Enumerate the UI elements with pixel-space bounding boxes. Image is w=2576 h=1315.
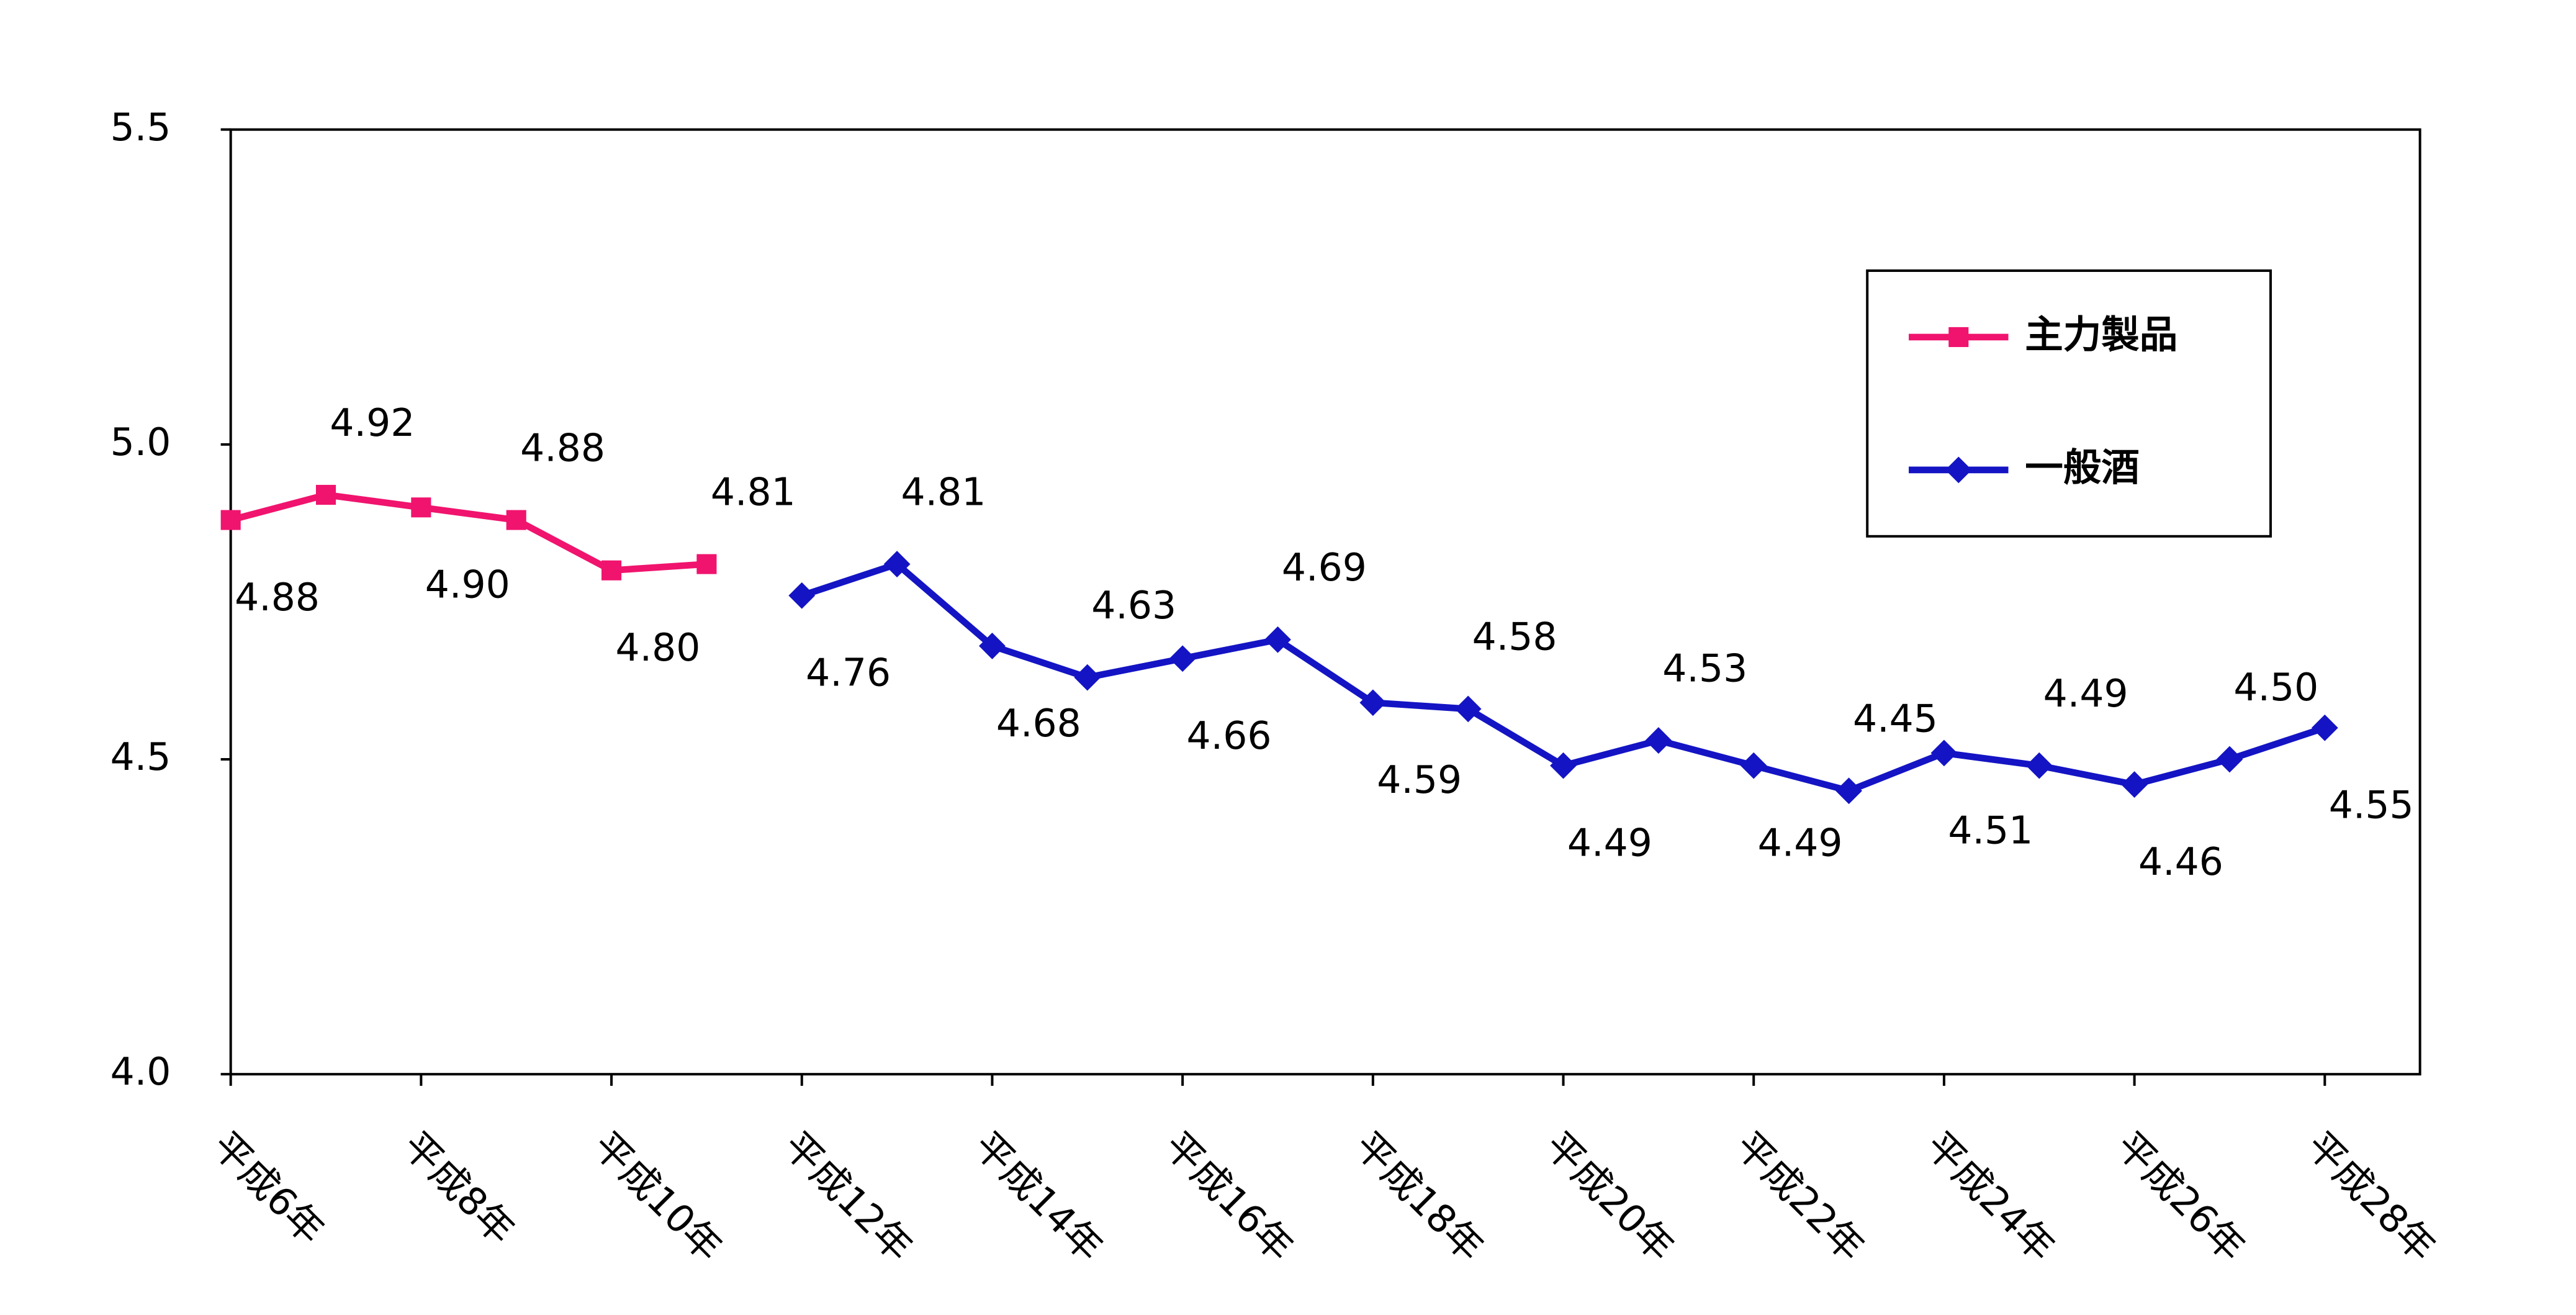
- data-point: [601, 560, 622, 581]
- x-tick-label: 平成20年: [1536, 1123, 1683, 1270]
- data-point: [2311, 714, 2338, 741]
- data-label: 4.66: [1187, 713, 1272, 758]
- y-tick-label: 4.0: [110, 1049, 171, 1094]
- data-label: 4.92: [330, 400, 415, 445]
- y-tick-label: 4.5: [110, 734, 171, 779]
- data-point: [1359, 689, 1387, 716]
- legend-label: 主力製品: [2025, 312, 2177, 357]
- data-label: 4.81: [901, 469, 986, 514]
- data-point: [1930, 739, 1958, 767]
- data-label: 4.81: [711, 469, 796, 514]
- data-label: 4.46: [2138, 839, 2223, 884]
- data-label: 4.80: [615, 625, 700, 670]
- data-point: [883, 551, 911, 577]
- data-label: 4.68: [996, 701, 1081, 746]
- data-label: 4.50: [2233, 665, 2318, 710]
- data-point: [2121, 771, 2148, 798]
- data-point: [1645, 727, 1672, 754]
- data-point: [696, 554, 717, 574]
- series-line: [230, 491, 707, 574]
- data-point: [1074, 664, 1101, 691]
- x-tick-label: 平成26年: [2107, 1123, 2254, 1270]
- data-point: [1169, 645, 1196, 672]
- x-tick-label: 平成16年: [1155, 1123, 1302, 1270]
- data-point: [1454, 695, 1482, 723]
- data-label: 4.53: [1662, 646, 1747, 690]
- plot-frame: [229, 128, 2421, 1076]
- data-point: [1740, 752, 1767, 779]
- y-tick-label: 5.0: [110, 420, 171, 464]
- data-label: 4.88: [235, 575, 320, 620]
- data-label: 4.49: [1567, 821, 1652, 865]
- data-label: 4.49: [1758, 821, 1843, 865]
- data-label: 4.59: [1377, 757, 1462, 802]
- data-point: [979, 633, 1006, 659]
- data-label: 4.49: [2043, 671, 2128, 716]
- x-tick-label: 平成28年: [2297, 1123, 2444, 1270]
- data-label: 4.63: [1091, 583, 1176, 628]
- y-tick-label: 5.5: [110, 105, 171, 150]
- x-tick-label: 平成12年: [775, 1123, 922, 1270]
- x-tick-label: 平成10年: [584, 1123, 731, 1270]
- data-label: 4.58: [1472, 615, 1557, 659]
- legend-box: [1866, 269, 2272, 538]
- data-label: 4.45: [1853, 697, 1938, 741]
- data-point: [411, 497, 431, 518]
- x-tick-label: 平成8年: [394, 1123, 523, 1253]
- data-point: [788, 582, 816, 609]
- data-point: [1835, 777, 1862, 805]
- x-tick-label: 平成14年: [965, 1123, 1112, 1270]
- data-point: [2216, 746, 2243, 773]
- data-point: [506, 510, 526, 530]
- data-point: [220, 510, 241, 530]
- data-point: [315, 484, 336, 505]
- data-label: 4.90: [425, 563, 510, 607]
- data-label: 4.51: [1948, 808, 2033, 852]
- data-label: 4.69: [1282, 545, 1367, 590]
- x-tick-label: 平成6年: [204, 1123, 333, 1253]
- data-point: [2025, 752, 2053, 779]
- data-label: 4.76: [806, 651, 891, 695]
- data-label: 4.88: [520, 425, 605, 470]
- x-tick-label: 平成24年: [1917, 1123, 2064, 1270]
- data-label: 4.55: [2329, 783, 2414, 828]
- x-tick-label: 平成22年: [1726, 1123, 1873, 1270]
- x-tick-label: 平成18年: [1346, 1123, 1493, 1270]
- legend-marker: [1948, 327, 1969, 347]
- legend-label: 一般酒: [2025, 445, 2140, 490]
